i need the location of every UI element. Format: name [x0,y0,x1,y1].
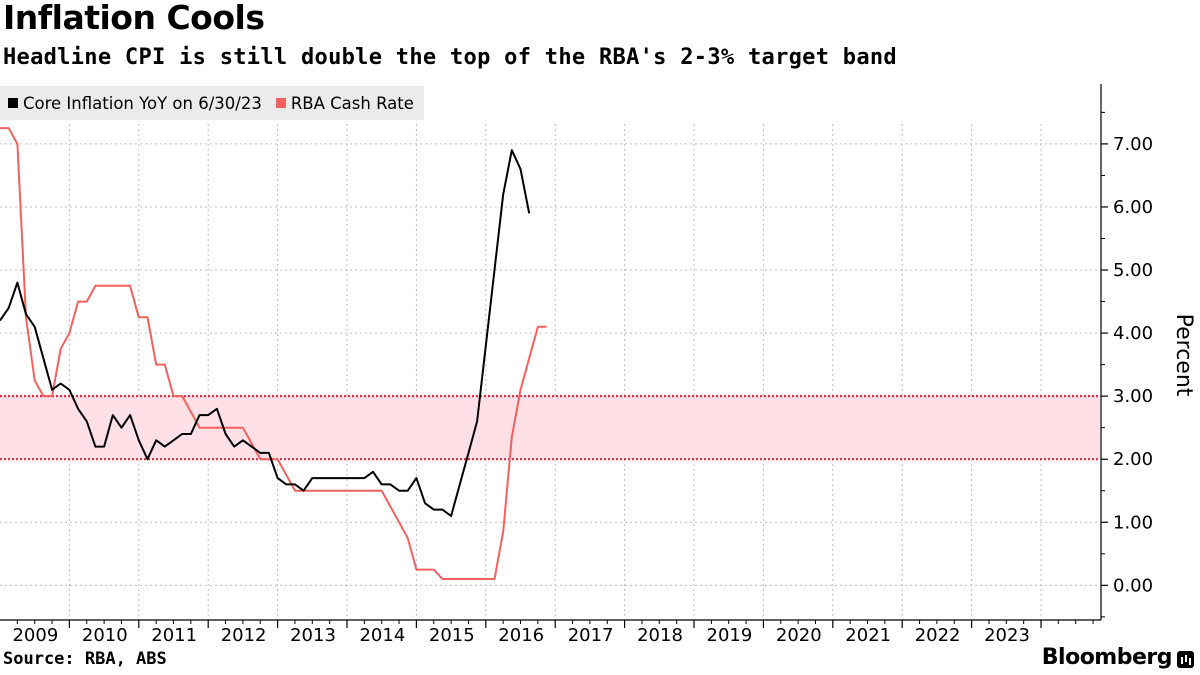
y-tick-label: 5.00 [1113,260,1153,281]
bloomberg-logo: Bloomberg [1041,645,1173,670]
series-line-core-inflation [0,149,531,517]
legend-swatch-core-inflation [8,98,18,108]
legend-item-cash-rate: RBA Cash Rate [275,93,414,113]
target-band-layer [0,395,1100,461]
grid-layer [0,124,1100,620]
x-tick-label: 2009 [12,625,58,646]
legend-label-cash-rate: RBA Cash Rate [290,93,414,113]
x-tick-label: 2019 [707,625,753,646]
target-band [0,396,1100,460]
x-tick-label: 2018 [637,625,683,646]
x-tick-label: 2016 [498,625,544,646]
axis-layer: 0.00 1.00 2.00 3.00 4.00 5.00 6.00 7.00 2009 2010… [0,84,1196,646]
legend: Core Inflation YoY on 6/30/23 RBA Cash R… [0,86,424,120]
x-tick-label: 2010 [82,625,128,646]
legend-label-core-inflation: Core Inflation YoY on 6/30/23 [23,93,262,113]
y-tick-label: 6.00 [1113,197,1153,218]
series-line-cash-rate [0,127,547,580]
x-tick-label: 2012 [221,625,267,646]
legend-item-core-inflation: Core Inflation YoY on 6/30/23 [8,94,262,113]
x-tick-label: 2014 [359,625,405,646]
y-tick-label: 4.00 [1113,323,1153,344]
y-axis-label: Percent [1171,314,1196,397]
x-tick-label: 2017 [568,625,614,646]
chart-subtitle: Headline CPI is still double the top of … [3,45,897,70]
x-tick-label: 2020 [776,625,822,646]
x-tick-label: 2022 [915,625,961,646]
series-layer [0,127,547,580]
y-tick-label: 1.00 [1113,512,1153,533]
legend-swatch-cash-rate [275,98,286,108]
y-tick-label: 3.00 [1113,386,1153,407]
y-tick-label: 0.00 [1113,575,1153,596]
x-tick-label: 2013 [290,625,336,646]
x-tick-label: 2011 [151,625,197,646]
bloomberg-logo-icon [1177,651,1194,668]
y-tick-label: 7.00 [1113,134,1153,155]
y-tick-label: 2.00 [1113,449,1153,470]
x-tick-label: 2023 [984,625,1030,646]
source-note: Source: RBA, ABS [3,649,167,669]
x-tick-label: 2021 [845,625,891,646]
chart-title: Inflation Cools [3,0,265,37]
x-tick-label: 2015 [429,625,475,646]
